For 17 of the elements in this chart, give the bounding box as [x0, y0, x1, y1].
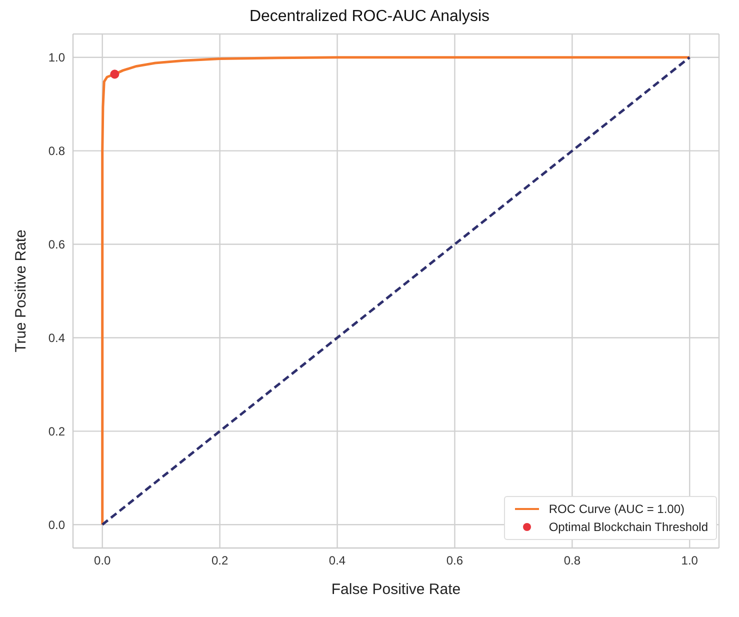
x-tick-label: 0.2	[211, 554, 228, 568]
legend-label: ROC Curve (AUC = 1.00)	[548, 502, 685, 516]
y-axis-title: True Positive Rate	[12, 230, 30, 352]
y-tick-label: 1.0	[48, 50, 66, 65]
x-tick-label: 0.4	[328, 554, 346, 568]
x-tick-label: 0.8	[564, 554, 581, 568]
y-tick-label: 0.8	[48, 144, 66, 158]
y-tick-label: 0.2	[48, 424, 66, 438]
x-tick-label: 1.0	[681, 554, 698, 568]
x-axis-title: False Positive Rate	[331, 581, 461, 598]
y-tick-label: 0.4	[48, 330, 66, 345]
legend-label: Optimal Blockchain Threshold	[548, 520, 708, 534]
y-tick-label: 0.0	[48, 518, 66, 532]
x-tick-label: 0.6	[446, 554, 464, 568]
y-tick-label: 0.6	[48, 238, 66, 252]
chart-title: Decentralized ROC-AUC Analysis	[248, 8, 491, 27]
x-tick-label: 0.0	[94, 554, 112, 568]
